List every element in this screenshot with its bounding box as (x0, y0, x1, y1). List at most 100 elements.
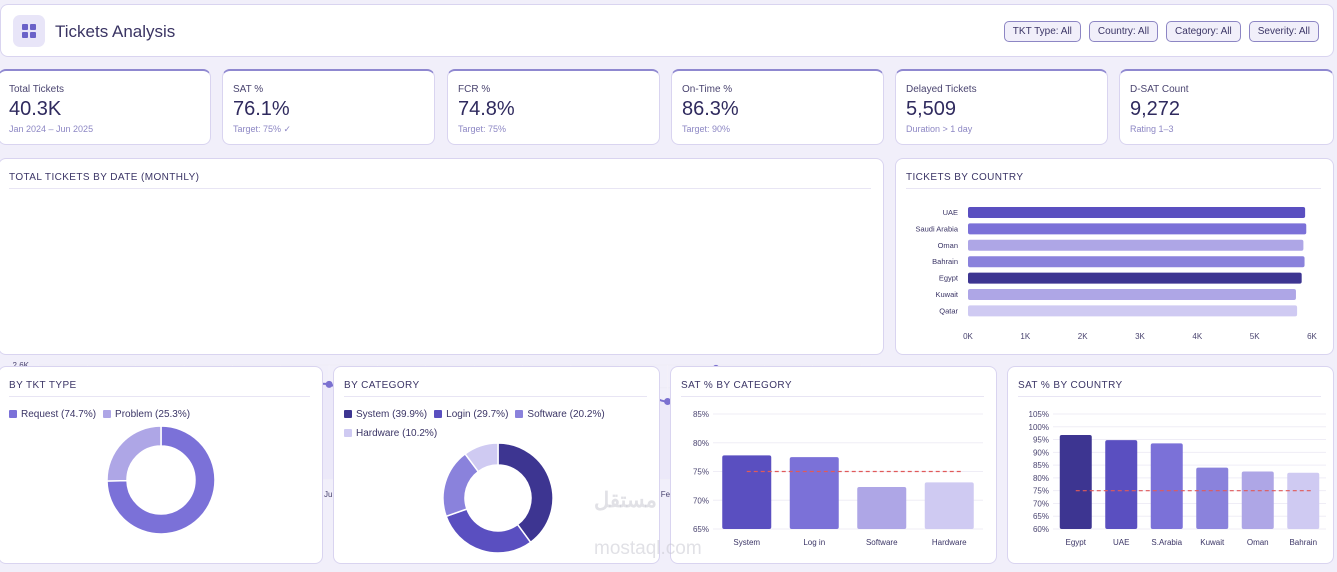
chart-title: SAT % BY CATEGORY (681, 380, 792, 391)
kpi-label: On-Time % (682, 84, 733, 95)
x-tick-label: 6K (1307, 332, 1317, 341)
kpi-value: 5,509 (906, 98, 957, 120)
kpi-label: SAT % (233, 84, 264, 95)
legend-label: Problem (25.3%) (115, 409, 191, 420)
bar (968, 305, 1298, 317)
bar (968, 256, 1305, 268)
y-tick-label: 100% (1029, 423, 1049, 432)
bar-chart: 60% 65% 70% 75% 80% 85% 90% 95% 100% 105% Egypt UAE… (1029, 410, 1326, 547)
kpi-value: 86.3% (682, 98, 739, 120)
by-category-card: BY CATEGORY System (39.9%) Login (29.7%) S… (333, 366, 660, 564)
chart-title: BY TKT TYPE (9, 380, 77, 391)
data-point (325, 380, 333, 388)
x-tick-label: Jul (324, 490, 334, 499)
x-tick-label: 1K (1020, 332, 1030, 341)
x-tick-label: Software (866, 538, 898, 547)
legend: Request (74.7%) Problem (25.3%) (9, 405, 314, 424)
data-point (664, 397, 672, 405)
pie-slice (445, 508, 532, 554)
x-tick-label: 0K (963, 332, 973, 341)
category-label: Qatar (939, 306, 958, 315)
bar (968, 207, 1306, 218)
chart-title: BY CATEGORY (344, 380, 420, 391)
kpi-label: FCR % (458, 84, 491, 95)
bar-chart: 65% 70% 75% 80% 85% System Log in Software Hardw… (693, 410, 983, 547)
donut-chart (106, 425, 216, 535)
filter-category[interactable]: Category: All (1166, 21, 1241, 42)
pie-slice (106, 425, 216, 535)
sat-by-country-card: SAT % BY COUNTRY 60% 65% 70% 75% 80% 85% 90% 95… (1007, 366, 1334, 564)
y-tick-label: 85% (693, 410, 709, 419)
header-bar: Tickets Analysis TKT Type: All Country: … (0, 4, 1334, 57)
y-tick-label: 70% (693, 496, 709, 505)
bar (968, 272, 1302, 284)
legend-swatch (344, 429, 352, 437)
legend-item: Problem (25.3%) (103, 405, 190, 424)
kpi-sub: Duration > 1 day (906, 124, 973, 134)
filter-severity[interactable]: Severity: All (1248, 21, 1319, 42)
category-label: Bahrain (932, 257, 958, 266)
kpi-value: 40.3K (9, 98, 62, 120)
by-tkt-type-card: BY TKT TYPE Request (74.7%) Problem (25.3… (0, 366, 323, 564)
x-tick-label: Bahrain (1289, 538, 1317, 547)
legend-label: Software (20.2%) (527, 409, 605, 420)
kpi-value: 76.1% (233, 98, 290, 120)
legend-label: Login (29.7%) (446, 409, 509, 420)
filter-country[interactable]: Country: All (1088, 21, 1159, 42)
x-tick-label: S.Arabia (1151, 538, 1182, 547)
pie-slice (464, 442, 499, 473)
legend-swatch (103, 410, 112, 418)
x-tick-label: 5K (1250, 332, 1260, 341)
legend-swatch (9, 410, 17, 418)
pie-slice (106, 425, 162, 482)
watermark-latin: mostaql.com (594, 538, 702, 559)
category-label: Oman (938, 241, 958, 250)
x-tick-label: Kuwait (1200, 538, 1225, 547)
x-tick-label: UAE (1113, 538, 1129, 547)
y-tick-label: 80% (693, 439, 709, 448)
kpi-sub: Target: 90% (682, 124, 731, 134)
kpi-label: Total Tickets (9, 84, 65, 95)
filter-bar: TKT Type: All Country: All Category: All… (1003, 21, 1319, 42)
bar (1150, 443, 1183, 529)
kpi-label: Delayed Tickets (906, 84, 977, 95)
sat-by-category-card: SAT % BY CATEGORY 65% 70% 75% 80% 85% System L… (670, 366, 997, 564)
filter-tkt-type[interactable]: TKT Type: All (1003, 21, 1081, 42)
y-tick-label: 75% (1033, 487, 1049, 496)
kpi-delayed-tickets: Delayed Tickets 5,509 Duration > 1 day (895, 69, 1108, 145)
chart-title: TICKETS BY COUNTRY (906, 172, 1024, 183)
y-tick-label: 75% (693, 468, 709, 477)
y-tick-label: 2.6K (13, 361, 30, 370)
category-label: Egypt (939, 274, 959, 283)
legend-item: Hardware (10.2%) (344, 424, 437, 443)
legend-swatch (344, 410, 352, 418)
y-tick-label: 95% (1033, 436, 1049, 445)
kpi-sat: SAT % 76.1% Target: 75% ✓ (222, 69, 435, 145)
legend-label: Request (74.7%) (21, 409, 97, 420)
legend-item: Request (74.7%) (9, 405, 96, 424)
watermark-arabic: مستقل (594, 489, 657, 512)
pie-slice (497, 442, 554, 544)
bar (1287, 472, 1320, 529)
bar (1105, 440, 1138, 529)
kpi-fcr: FCR % 74.8% Target: 75% (447, 69, 660, 145)
x-tick-label: System (733, 538, 760, 547)
x-tick-label: Hardware (932, 538, 967, 547)
legend: System (39.9%) Login (29.7%) Software (20.… (344, 405, 651, 443)
kpi-on-time: On-Time % 86.3% Target: 90% (671, 69, 884, 145)
y-tick-label: 65% (1033, 512, 1049, 521)
x-tick-label: Feb (661, 490, 675, 499)
bar (968, 223, 1307, 235)
y-tick-label: 70% (1033, 499, 1049, 508)
x-tick-label: 2K (1078, 332, 1088, 341)
bar (968, 289, 1296, 300)
category-label: UAE (943, 208, 958, 217)
y-tick-label: 60% (1033, 525, 1049, 534)
bar (924, 482, 974, 529)
tickets-by-country-card: TICKETS BY COUNTRY 0K 1K 2K 3K 4K 5K 6K UAE Saud… (895, 158, 1334, 355)
tickets-by-date-card: TOTAL TICKETS BY DATE (MONTHLY) 1.6K1.8K… (0, 158, 884, 499)
y-tick-label: 85% (1033, 461, 1049, 470)
legend-item: Login (29.7%) (434, 405, 508, 424)
bar (1196, 467, 1229, 529)
legend-swatch (434, 410, 443, 418)
